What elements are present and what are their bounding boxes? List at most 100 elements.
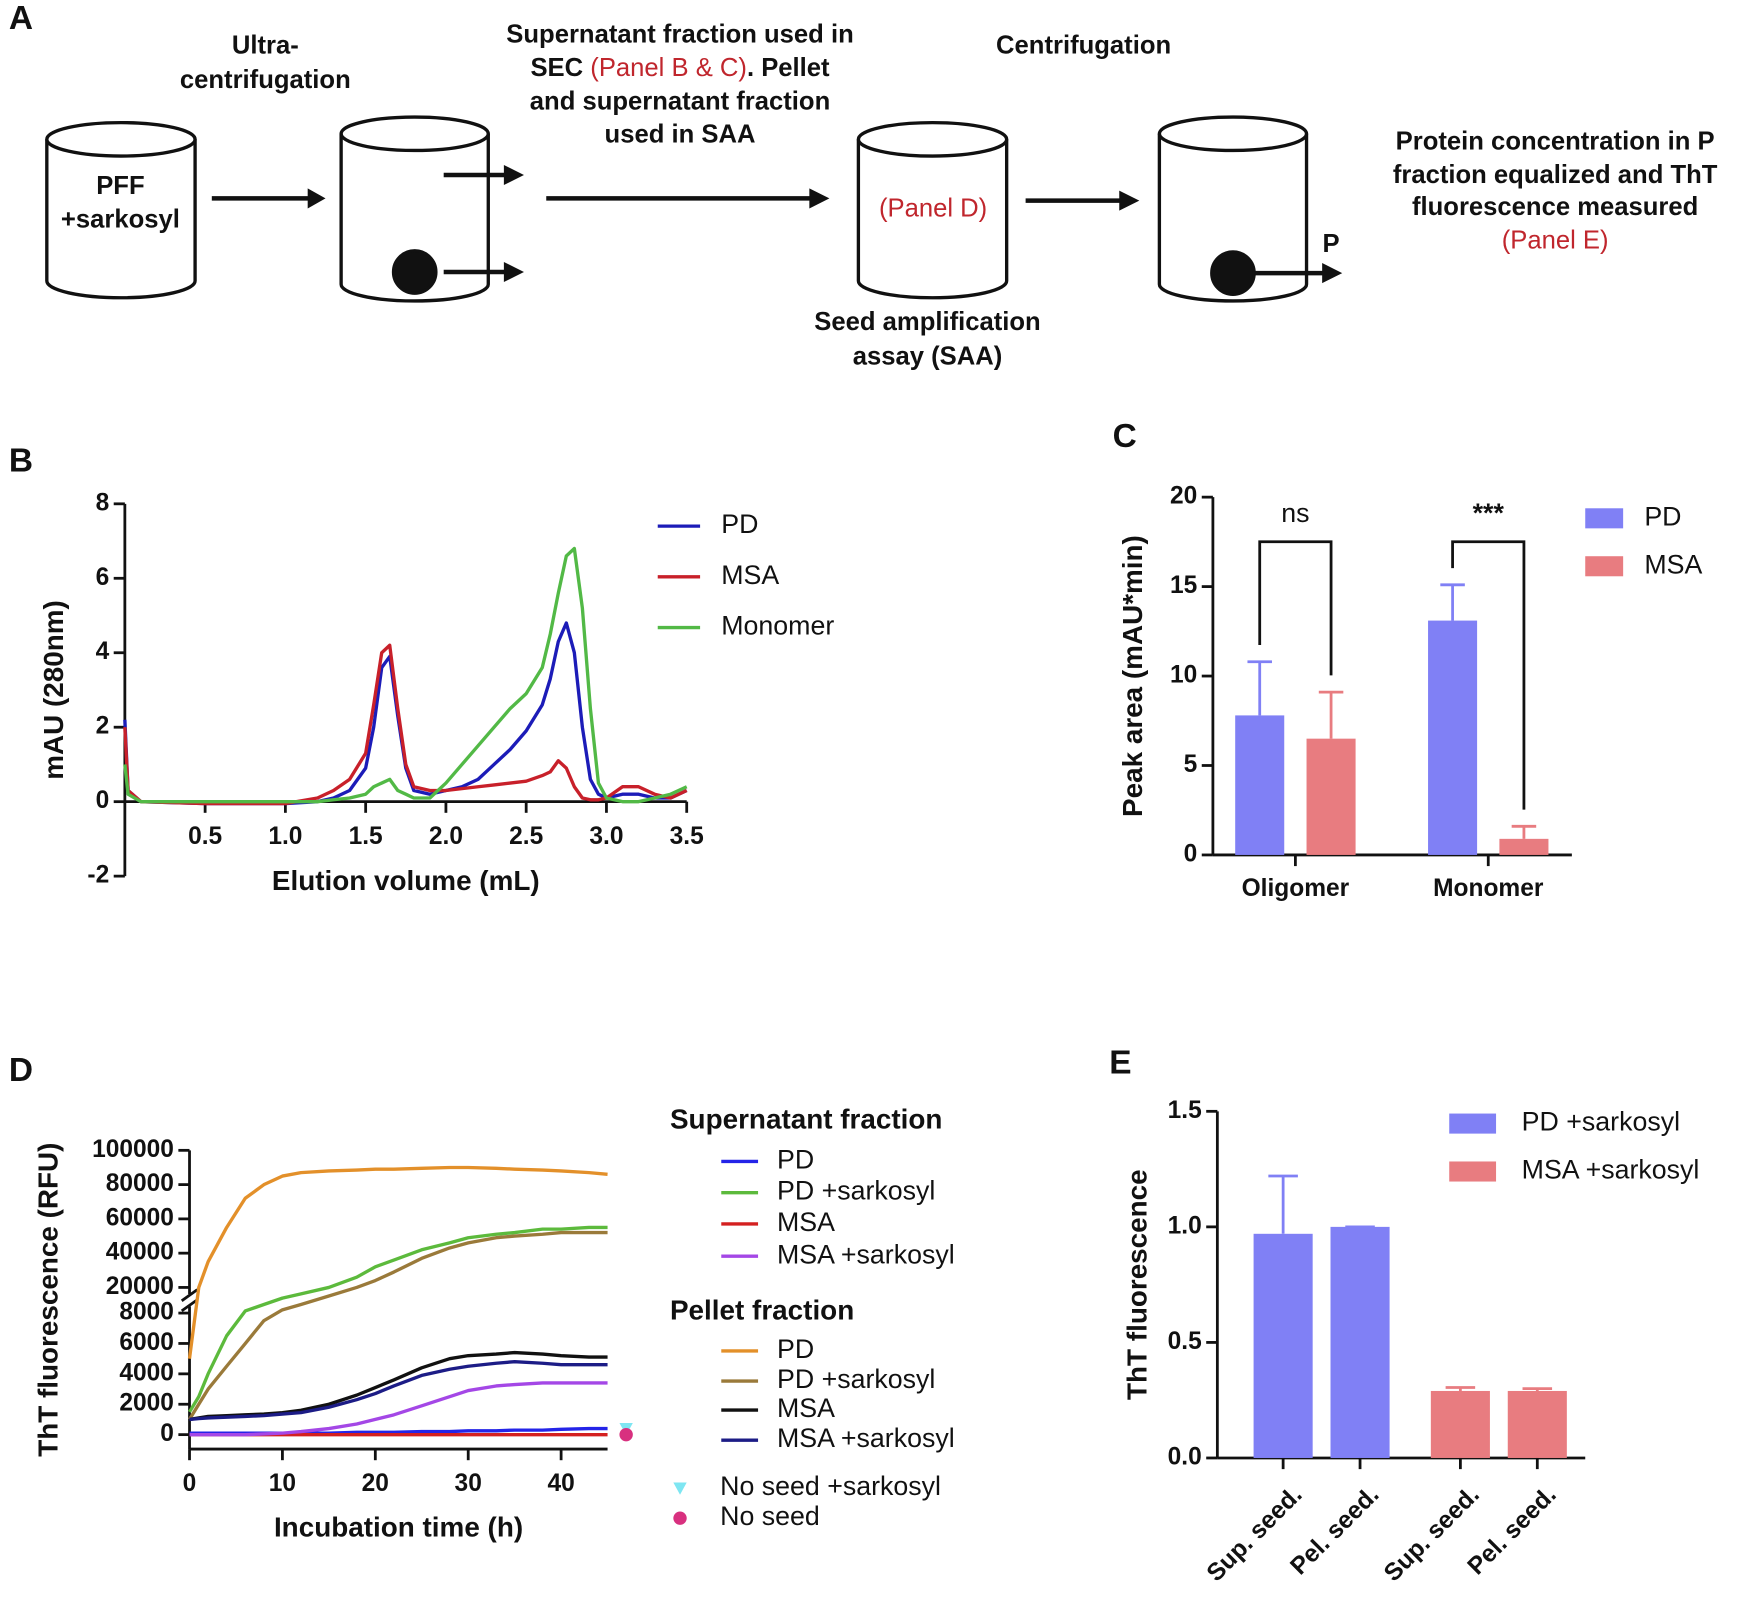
legend-label: PD [1644,501,1681,531]
tube [339,133,490,303]
y-tick-label: 6 [96,564,110,591]
y-tick-label: 1.5 [1168,1097,1202,1124]
step-text: fraction equalized and ThT [1393,161,1718,189]
x-tick-label: 3.5 [670,823,704,850]
step-text: assay (SAA) [853,343,1003,371]
y-tick-label: -2 [87,862,109,889]
error-bar [1268,1174,1298,1234]
x-tick-label: Sup. seed. [1379,1481,1485,1587]
x-tick-label: 0 [183,1470,197,1497]
y-tick-label: 0 [96,787,110,814]
y-tick-label: 4 [96,638,110,665]
step-text: Supernatant fraction used in [506,20,853,48]
step-text: centrifugation [180,66,351,94]
panel-ref: (Panel E) [1502,227,1609,255]
data-line [189,1360,608,1422]
y-tick-label: 0.0 [1168,1443,1202,1470]
y-tick-label: 2 [96,713,110,740]
bar [1253,1233,1313,1458]
step-text: Ultra- [232,32,299,60]
y-tick-label: 15 [1170,572,1197,599]
x-tick-label: 40 [547,1470,574,1497]
x-tick-label: Monomer [1433,875,1544,902]
pellet-label: P [1323,230,1340,258]
y-axis-label: ThT fluorescence [1122,1169,1153,1400]
y-axis-label: mAU (280nm) [38,600,69,780]
bar [1428,620,1478,855]
legend-label: No seed +sarkosyl [720,1471,941,1501]
text-part: SEC [530,54,590,82]
legend-label: MSA +sarkosyl [777,1423,955,1453]
panel-label: C [1113,418,1137,455]
error-bar [1440,583,1465,621]
tube [1157,133,1309,303]
y-axis-label: ThT fluorescence (RFU) [33,1143,64,1457]
y-tick-label: 10 [1170,662,1197,689]
tube [856,139,1009,300]
y-tick-label: 0.5 [1168,1328,1202,1355]
x-axis-label: Incubation time (h) [274,1512,523,1543]
panel-ref: (Panel B & C) [590,54,747,82]
x-tick-label: 30 [455,1470,482,1497]
error-bar [1445,1386,1476,1391]
data-line [123,621,688,806]
bar [1430,1390,1490,1458]
step-text: fluorescence measured [1412,193,1698,221]
bar [1499,838,1549,855]
sample-text: +sarkosyl [61,205,180,233]
significance-bracket [1258,540,1333,676]
arrows [211,172,1327,276]
x-tick-label: 1.0 [268,823,302,850]
error-bar [1511,824,1537,839]
x-tick-label: 2.5 [509,823,543,850]
panel-label: E [1109,1044,1131,1081]
legend-marker [673,1482,687,1495]
x-tick-label: 1.5 [349,823,383,850]
legend-label: Monomer [721,611,834,641]
step-text: and supernatant fraction [530,87,830,115]
arrowhead [307,188,326,209]
tube [45,139,197,300]
y-tick-label: 0 [160,1420,174,1447]
bar [1330,1226,1390,1458]
x-tick-label: Sup. seed. [1202,1481,1308,1587]
panel-label: D [9,1052,33,1089]
y-tick-label: 8 [96,489,110,516]
panel-label: A [9,0,33,37]
x-tick-label: Oligomer [1242,875,1350,902]
text-part: . Pellet [747,54,830,82]
y-tick-label: 0 [1184,840,1198,867]
arrowhead [809,188,830,209]
arrowheads [307,164,1343,284]
legend-label: PD [777,1334,814,1364]
data-line [123,643,688,806]
arrowhead [503,164,524,186]
pellet [391,249,438,295]
arrowhead [1119,190,1140,211]
tube-top [339,115,490,153]
x-axis-label: Elution volume (mL) [272,865,540,896]
error-bar [1522,1387,1553,1391]
legend-label: MSA [777,1207,835,1237]
x-tick-label: 3.0 [589,823,623,850]
significance-label: ns [1281,498,1309,528]
bar [1306,738,1356,855]
data-line [188,1225,608,1413]
y-tick-label: 60000 [106,1204,174,1231]
y-axis-label: Peak area (mAU*min) [1117,535,1148,817]
tube-top [856,120,1009,158]
arrowhead [1322,263,1343,284]
y-tick-label: 80000 [106,1170,174,1197]
legend-label: PD [777,1145,814,1175]
x-tick-label: 20 [362,1470,389,1497]
step-text: Protein concentration in P [1396,127,1715,155]
error-bar [1247,660,1272,716]
legend-label: MSA +sarkosyl [1522,1155,1700,1185]
x-tick-label: 10 [269,1470,296,1497]
y-tick-label: 5 [1184,751,1198,778]
error-bar [1318,690,1344,739]
step-text: SEC (Panel B & C). Pellet [530,54,830,82]
panel-ref: (Panel D) [879,194,987,222]
legend-label: MSA [721,560,779,590]
